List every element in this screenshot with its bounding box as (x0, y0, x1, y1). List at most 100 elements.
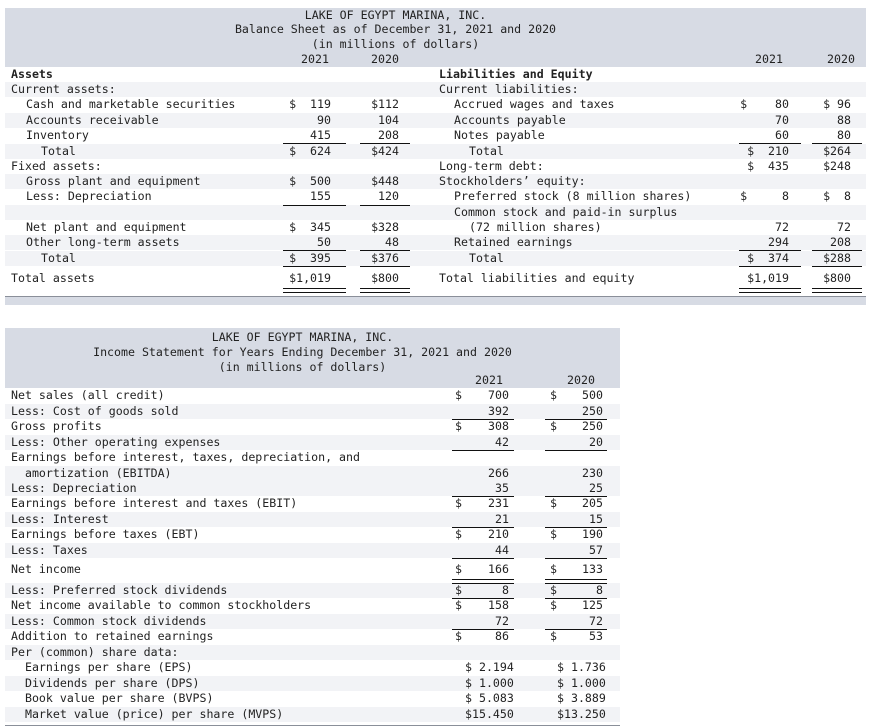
income-row-2021: 266 (488, 466, 509, 480)
is-year-2021: 2021 (475, 373, 503, 387)
asset-row-label: Total (41, 144, 76, 158)
fixed-row-label: Total (41, 251, 76, 265)
equity-row-label: Preferred stock (8 million shares) (454, 189, 692, 203)
equity-heading: Stockholders’ equity: (439, 174, 586, 188)
income-row-2020: 8 (596, 583, 603, 597)
liability-row-2020: $264 (823, 144, 851, 158)
asset-row-2020: 104 (378, 113, 399, 127)
income-row-label: Earnings before interest, taxes, depreci… (11, 450, 361, 464)
current-assets-heading: Current assets: (11, 82, 116, 96)
bs-units: (in millions of dollars) (311, 37, 480, 51)
income-row-label: Earnings per share (EPS) (11, 660, 193, 674)
equity-row-label: Total (469, 251, 504, 265)
income-row-dollar-2021: $ (455, 388, 462, 402)
income-row-dollar-2020: $ (550, 527, 557, 541)
income-row-dollar-2021: $ (455, 419, 462, 433)
income-row-2021: 210 (488, 527, 509, 541)
equity-row-2021: $ 8 (740, 189, 789, 203)
income-row-label: Book value per share (BVPS) (11, 691, 214, 705)
balance-sheet: LAKE OF EGYPT MARINA, INC. Balance Sheet… (5, 8, 866, 305)
equity-row-label: Common stock and paid-in surplus (454, 205, 678, 219)
balance-sheet-footer-bar (5, 296, 866, 305)
asset-row-2021: $ 624 (289, 144, 331, 158)
liability-row-2021: $ 80 (740, 97, 789, 111)
income-row-2021: 166 (488, 562, 509, 576)
fixed-row-2021: $ 395 (289, 251, 331, 265)
income-row-2020 (557, 450, 603, 465)
is-title: Income Statement for Years Ending Decemb… (93, 345, 512, 359)
income-row-2020: 20 (589, 435, 603, 449)
asset-row-2021: 90 (317, 113, 331, 127)
income-row-dollar-2020: $ (550, 629, 557, 643)
is-company: LAKE OF EGYPT MARINA, INC. (211, 330, 394, 344)
liability-row-2021: 60 (775, 128, 789, 142)
asset-row-2021: $ 119 (289, 97, 331, 111)
bs-company: LAKE OF EGYPT MARINA, INC. (304, 8, 487, 22)
bs-year-2020-left: 2020 (371, 52, 399, 66)
income-row-2021: $ 5.083 (465, 691, 514, 705)
income-row-dollar-2021: $ (455, 562, 462, 576)
income-row-label: Less: Common stock dividends (11, 614, 207, 628)
income-row-dollar-2021: $ (455, 629, 462, 643)
income-row-label: Net income (11, 562, 81, 576)
is-year-2020: 2020 (567, 373, 595, 387)
income-row-2021: 308 (488, 419, 509, 433)
income-row-2020: 250 (582, 419, 603, 433)
income-row-label: Dividends per share (DPS) (11, 676, 200, 690)
equity-row-2021: $ 374 (747, 251, 789, 265)
income-row-2021: 231 (488, 496, 509, 510)
total-liabilities-equity-2021: $1,019 (747, 271, 789, 285)
income-row-2021: 8 (502, 583, 509, 597)
income-row-2021: 86 (495, 629, 509, 643)
bs-year-2020-right: 2020 (827, 52, 855, 66)
income-row-label: Net income available to common stockhold… (11, 598, 312, 612)
income-row-2020: 15 (589, 512, 603, 526)
income-row-dollar-2021: $ (455, 527, 462, 541)
asset-row-2020: $424 (371, 144, 399, 158)
income-row-dollar-2020: $ (550, 496, 557, 510)
income-row-2020: 125 (582, 598, 603, 612)
asset-row-2020: $112 (371, 97, 399, 111)
income-row-label: Market value (price) per share (MVPS) (11, 707, 284, 721)
income-row-2020: 500 (582, 388, 603, 402)
total-assets-2021: $1,019 (289, 271, 331, 285)
income-row-2020: 25 (589, 481, 603, 495)
fixed-row-2020: $328 (371, 220, 399, 234)
long-term-debt-label: Long-term debt: (439, 159, 544, 173)
fixed-row-2021: 50 (317, 235, 331, 249)
fixed-row-2020: 48 (385, 235, 399, 249)
equity-row-label: Retained earnings (454, 235, 573, 249)
income-row-2021: $ 2.194 (465, 660, 514, 674)
long-term-debt-2021: $ 435 (747, 159, 789, 173)
income-row-label: Addition to retained earnings (11, 629, 214, 643)
total-liabilities-equity-label: Total liabilities and equity (439, 271, 635, 285)
total-assets-2020: $800 (371, 271, 399, 285)
income-row-2021: $15.450 (465, 707, 514, 721)
equity-row-2020: $288 (823, 251, 851, 265)
income-row-dollar-2020: $ (550, 583, 557, 597)
bs-title: Balance Sheet as of December 31, 2021 an… (234, 22, 557, 36)
fixed-row-label: Less: Depreciation (26, 189, 152, 203)
equity-row-2021: 72 (775, 220, 789, 234)
income-row-label: Earnings before taxes (EBT) (11, 527, 200, 541)
equity-row-2021: 294 (768, 235, 789, 249)
long-term-debt-2020: $248 (823, 159, 851, 173)
current-liabilities-heading: Current liabilities: (439, 82, 579, 96)
income-row-2021: 44 (495, 543, 509, 557)
liabilities-heading: Liabilities and Equity (439, 67, 593, 81)
income-row-label: Less: Interest (11, 512, 109, 526)
income-row-2020: 230 (582, 466, 603, 480)
income-row-dollar-2021: $ (455, 583, 462, 597)
income-row-2020 (557, 645, 603, 660)
liability-row-label: Notes payable (454, 128, 545, 142)
income-row-dollar-2021: $ (455, 496, 462, 510)
income-row-2020: 205 (582, 496, 603, 510)
income-row-2020: $ 1.000 (557, 676, 606, 690)
income-row-dollar-2020: $ (550, 598, 557, 612)
income-row-label: Gross profits (11, 419, 102, 433)
liability-row-label: Accrued wages and taxes (454, 97, 615, 111)
is-units: (in millions of dollars) (218, 360, 387, 374)
income-row-label: Per (common) share data: (11, 645, 179, 659)
liability-row-2021: 70 (775, 113, 789, 127)
liability-row-2020: 88 (837, 113, 851, 127)
